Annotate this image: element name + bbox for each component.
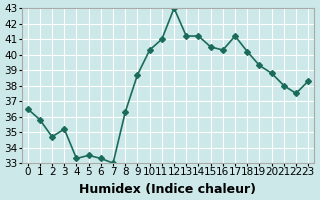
X-axis label: Humidex (Indice chaleur): Humidex (Indice chaleur) xyxy=(79,183,256,196)
